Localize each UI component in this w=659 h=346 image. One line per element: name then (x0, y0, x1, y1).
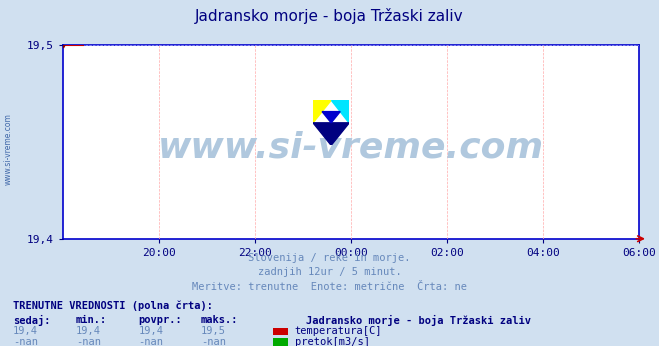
Polygon shape (313, 100, 331, 123)
Text: 19,4: 19,4 (138, 327, 163, 336)
Polygon shape (313, 123, 349, 145)
Text: povpr.:: povpr.: (138, 315, 182, 325)
Text: maks.:: maks.: (201, 315, 239, 325)
Text: pretok[m3/s]: pretok[m3/s] (295, 337, 370, 346)
Text: Jadransko morje - boja Tržaski zaliv: Jadransko morje - boja Tržaski zaliv (195, 8, 464, 24)
Text: sedaj:: sedaj: (13, 315, 51, 326)
Text: -nan: -nan (13, 337, 38, 346)
Polygon shape (322, 111, 340, 123)
Text: www.si-vreme.com: www.si-vreme.com (158, 131, 544, 165)
Text: Slovenija / reke in morje.: Slovenija / reke in morje. (248, 253, 411, 263)
Text: temperatura[C]: temperatura[C] (295, 327, 382, 336)
Text: zadnjih 12ur / 5 minut.: zadnjih 12ur / 5 minut. (258, 267, 401, 277)
Text: Jadransko morje - boja Tržaski zaliv: Jadransko morje - boja Tržaski zaliv (306, 315, 531, 326)
Text: 19,4: 19,4 (76, 327, 101, 336)
Text: -nan: -nan (138, 337, 163, 346)
Text: -nan: -nan (76, 337, 101, 346)
Text: TRENUTNE VREDNOSTI (polna črta):: TRENUTNE VREDNOSTI (polna črta): (13, 301, 213, 311)
Text: 19,5: 19,5 (201, 327, 226, 336)
Polygon shape (331, 100, 349, 123)
Text: min.:: min.: (76, 315, 107, 325)
Text: 19,4: 19,4 (13, 327, 38, 336)
Text: -nan: -nan (201, 337, 226, 346)
Text: Meritve: trenutne  Enote: metrične  Črta: ne: Meritve: trenutne Enote: metrične Črta: … (192, 282, 467, 292)
Text: www.si-vreme.com: www.si-vreme.com (3, 113, 13, 185)
